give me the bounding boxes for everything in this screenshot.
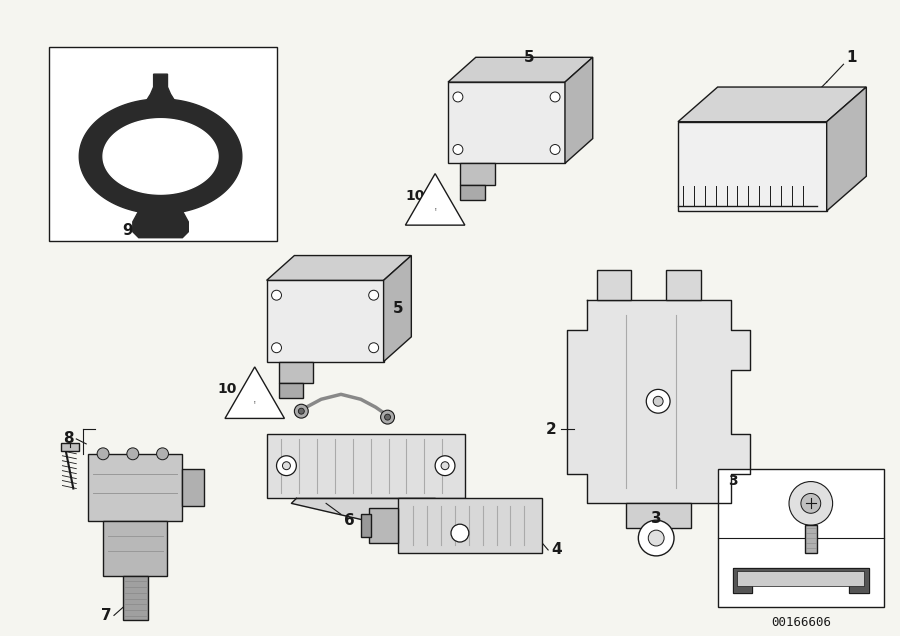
Bar	[460, 163, 495, 185]
Text: 2: 2	[545, 422, 556, 436]
Polygon shape	[383, 256, 411, 362]
Polygon shape	[733, 568, 869, 593]
Polygon shape	[292, 499, 480, 543]
Bar	[278, 384, 303, 398]
Circle shape	[369, 343, 379, 353]
Bar	[399, 499, 542, 553]
Polygon shape	[266, 280, 383, 362]
Bar	[666, 270, 701, 300]
Polygon shape	[678, 121, 827, 211]
Text: 1: 1	[846, 50, 857, 65]
Circle shape	[638, 520, 674, 556]
Circle shape	[435, 456, 455, 476]
Circle shape	[272, 290, 282, 300]
Text: 9: 9	[122, 223, 133, 238]
Bar	[805, 525, 817, 553]
Text: 3: 3	[728, 474, 737, 488]
Text: 7: 7	[101, 608, 112, 623]
Polygon shape	[567, 300, 751, 503]
Bar	[123, 576, 148, 620]
Circle shape	[550, 144, 560, 155]
Bar	[278, 362, 313, 384]
Text: !: !	[435, 208, 436, 212]
Circle shape	[294, 404, 308, 418]
Bar	[88, 454, 183, 522]
Bar	[460, 185, 485, 200]
Circle shape	[789, 481, 832, 525]
Circle shape	[384, 414, 391, 420]
Polygon shape	[448, 57, 593, 82]
Circle shape	[157, 448, 168, 460]
Bar	[266, 434, 465, 499]
Polygon shape	[146, 74, 176, 102]
Polygon shape	[133, 211, 188, 238]
Text: 8: 8	[63, 431, 74, 446]
Circle shape	[97, 448, 109, 460]
Bar	[597, 270, 632, 300]
Bar	[369, 508, 399, 543]
Polygon shape	[266, 256, 411, 280]
Text: 5: 5	[393, 301, 404, 315]
Text: 4: 4	[552, 543, 562, 558]
Bar	[183, 469, 204, 506]
Polygon shape	[827, 87, 867, 211]
Circle shape	[801, 494, 821, 513]
Polygon shape	[565, 57, 593, 163]
Circle shape	[453, 144, 463, 155]
Circle shape	[648, 530, 664, 546]
Bar	[61, 443, 79, 451]
Bar	[361, 515, 371, 537]
Circle shape	[453, 92, 463, 102]
Polygon shape	[225, 367, 284, 418]
Polygon shape	[79, 99, 242, 214]
Circle shape	[298, 408, 304, 414]
Polygon shape	[104, 119, 218, 194]
Text: 5: 5	[524, 50, 535, 65]
Polygon shape	[405, 174, 465, 225]
Bar	[49, 48, 276, 240]
Bar	[737, 570, 864, 586]
Text: 6: 6	[344, 513, 355, 528]
Circle shape	[272, 343, 282, 353]
Circle shape	[451, 524, 469, 542]
Text: 10: 10	[406, 189, 425, 203]
Text: 3: 3	[651, 511, 661, 526]
Bar	[104, 522, 167, 576]
Circle shape	[550, 92, 560, 102]
Circle shape	[653, 396, 663, 406]
Circle shape	[381, 410, 394, 424]
Circle shape	[441, 462, 449, 469]
Circle shape	[646, 389, 670, 413]
Polygon shape	[448, 82, 565, 163]
Circle shape	[276, 456, 296, 476]
Bar	[717, 469, 884, 607]
Text: 10: 10	[217, 382, 237, 396]
Polygon shape	[678, 87, 867, 121]
Text: 00166606: 00166606	[771, 616, 831, 629]
Text: !: !	[254, 401, 256, 405]
Bar	[626, 503, 691, 528]
Circle shape	[127, 448, 139, 460]
Circle shape	[283, 462, 291, 469]
Circle shape	[369, 290, 379, 300]
